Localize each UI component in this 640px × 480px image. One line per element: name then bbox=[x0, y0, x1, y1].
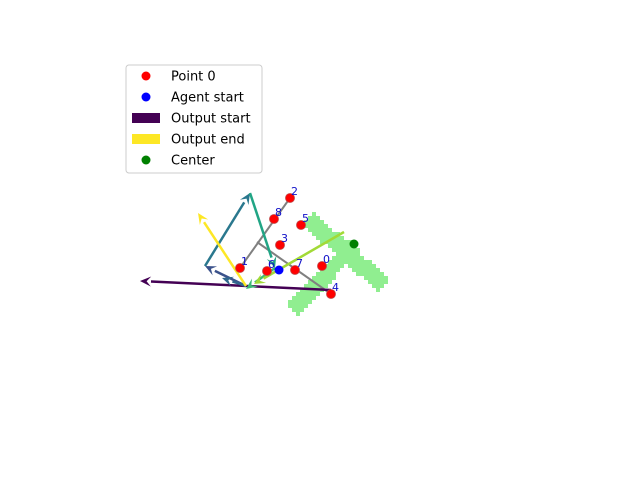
point-0 bbox=[317, 261, 327, 271]
legend: Point 0 Agent start Output start Output end… bbox=[125, 64, 263, 174]
agent-start-marker bbox=[274, 265, 284, 275]
point-label-1: 1 bbox=[241, 255, 248, 268]
center-marker bbox=[349, 239, 359, 249]
point-7 bbox=[290, 265, 300, 275]
point-label-5: 5 bbox=[302, 212, 309, 225]
point-label-8: 8 bbox=[275, 206, 282, 219]
legend-label-3: Output end bbox=[171, 133, 245, 148]
output-arrow-4 bbox=[248, 192, 277, 268]
legend-frame bbox=[125, 64, 263, 174]
point-5 bbox=[296, 220, 306, 230]
output-arrow-7 bbox=[198, 213, 248, 287]
legend-label-0: Point 0 bbox=[171, 70, 216, 85]
legend-entry-2: Output start bbox=[132, 112, 251, 127]
legend-entry-1: Agent start bbox=[141, 91, 244, 106]
output-arrow-3 bbox=[203, 193, 250, 267]
point-label-3: 3 bbox=[281, 232, 288, 245]
output-arrows bbox=[140, 192, 345, 292]
point-label-0: 0 bbox=[323, 253, 330, 266]
path-edge-0 bbox=[239, 197, 291, 269]
point-label-4: 4 bbox=[332, 281, 339, 294]
legend-entry-4: Center bbox=[141, 154, 215, 169]
legend-label-1: Agent start bbox=[171, 91, 244, 106]
points bbox=[235, 193, 359, 299]
point-labels: 0 1 2 3 4 5 6 7 8 bbox=[241, 185, 339, 294]
point-6 bbox=[262, 266, 272, 276]
legend-entry-0: Point 0 bbox=[141, 70, 216, 85]
point-label-6: 6 bbox=[268, 258, 275, 271]
point-3 bbox=[275, 240, 285, 250]
output-arrow-0 bbox=[140, 276, 332, 292]
point-4 bbox=[326, 289, 336, 299]
point-label-2: 2 bbox=[291, 185, 298, 198]
output-arrow-2 bbox=[222, 276, 247, 288]
legend-label-4: Center bbox=[171, 154, 215, 169]
legend-entry-3: Output end bbox=[132, 133, 245, 148]
region-band-1 bbox=[288, 240, 360, 316]
point-8 bbox=[269, 214, 279, 224]
point-2 bbox=[285, 193, 295, 203]
legend-label-2: Output start bbox=[171, 112, 251, 127]
point-1 bbox=[235, 263, 245, 273]
point-label-7: 7 bbox=[296, 257, 303, 270]
